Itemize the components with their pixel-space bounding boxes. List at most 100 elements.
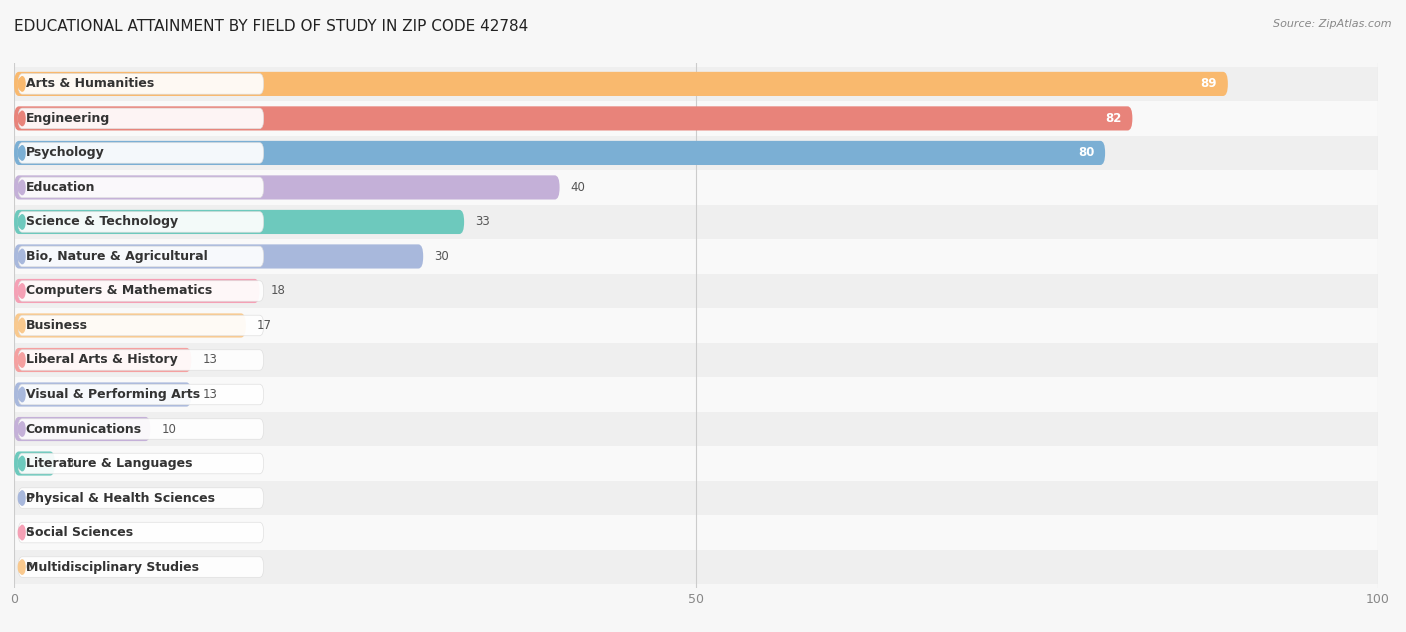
Bar bbox=[14, 136, 1378, 170]
FancyBboxPatch shape bbox=[18, 349, 264, 370]
Text: Education: Education bbox=[25, 181, 96, 194]
Bar bbox=[14, 170, 1378, 205]
FancyBboxPatch shape bbox=[14, 417, 150, 441]
Circle shape bbox=[18, 389, 22, 400]
Text: Source: ZipAtlas.com: Source: ZipAtlas.com bbox=[1274, 19, 1392, 29]
FancyBboxPatch shape bbox=[14, 279, 260, 303]
FancyBboxPatch shape bbox=[14, 348, 191, 372]
Circle shape bbox=[18, 112, 22, 124]
Text: 80: 80 bbox=[1078, 147, 1094, 159]
FancyBboxPatch shape bbox=[14, 382, 191, 406]
Text: 0: 0 bbox=[25, 561, 32, 574]
Text: EDUCATIONAL ATTAINMENT BY FIELD OF STUDY IN ZIP CODE 42784: EDUCATIONAL ATTAINMENT BY FIELD OF STUDY… bbox=[14, 19, 529, 34]
Bar bbox=[14, 239, 1378, 274]
Circle shape bbox=[20, 249, 25, 264]
Bar bbox=[14, 412, 1378, 446]
Circle shape bbox=[18, 285, 22, 296]
Circle shape bbox=[20, 76, 25, 91]
FancyBboxPatch shape bbox=[18, 453, 264, 474]
Circle shape bbox=[18, 147, 22, 159]
Text: Psychology: Psychology bbox=[25, 147, 104, 159]
Text: 89: 89 bbox=[1201, 77, 1218, 90]
Bar bbox=[14, 308, 1378, 343]
Circle shape bbox=[20, 353, 25, 367]
FancyBboxPatch shape bbox=[18, 281, 264, 301]
FancyBboxPatch shape bbox=[18, 143, 264, 163]
Text: Computers & Mathematics: Computers & Mathematics bbox=[25, 284, 212, 298]
FancyBboxPatch shape bbox=[14, 210, 464, 234]
Circle shape bbox=[20, 491, 25, 505]
Circle shape bbox=[18, 355, 22, 366]
Bar bbox=[14, 274, 1378, 308]
FancyBboxPatch shape bbox=[18, 177, 264, 198]
FancyBboxPatch shape bbox=[18, 212, 264, 232]
Text: 33: 33 bbox=[475, 216, 489, 228]
Text: 13: 13 bbox=[202, 353, 217, 367]
FancyBboxPatch shape bbox=[18, 74, 264, 94]
FancyBboxPatch shape bbox=[14, 175, 560, 200]
FancyBboxPatch shape bbox=[14, 141, 1105, 165]
Bar bbox=[14, 481, 1378, 515]
Circle shape bbox=[18, 492, 22, 504]
Circle shape bbox=[20, 111, 25, 126]
Text: 17: 17 bbox=[257, 319, 271, 332]
Circle shape bbox=[20, 215, 25, 229]
Text: 82: 82 bbox=[1105, 112, 1122, 125]
FancyBboxPatch shape bbox=[18, 315, 264, 336]
Circle shape bbox=[20, 456, 25, 471]
Text: Physical & Health Sciences: Physical & Health Sciences bbox=[25, 492, 215, 504]
FancyBboxPatch shape bbox=[18, 108, 264, 129]
Circle shape bbox=[18, 423, 22, 435]
Circle shape bbox=[20, 284, 25, 298]
Bar bbox=[14, 343, 1378, 377]
Circle shape bbox=[20, 146, 25, 160]
Circle shape bbox=[20, 525, 25, 540]
Text: Bio, Nature & Agricultural: Bio, Nature & Agricultural bbox=[25, 250, 208, 263]
FancyBboxPatch shape bbox=[18, 522, 264, 543]
Circle shape bbox=[18, 458, 22, 469]
FancyBboxPatch shape bbox=[14, 72, 1227, 96]
Circle shape bbox=[18, 561, 22, 573]
Text: Literature & Languages: Literature & Languages bbox=[25, 457, 193, 470]
Text: Business: Business bbox=[25, 319, 87, 332]
Circle shape bbox=[18, 527, 22, 538]
Text: Science & Technology: Science & Technology bbox=[25, 216, 179, 228]
FancyBboxPatch shape bbox=[18, 246, 264, 267]
FancyBboxPatch shape bbox=[14, 451, 55, 476]
Text: 13: 13 bbox=[202, 388, 217, 401]
Text: 3: 3 bbox=[66, 457, 73, 470]
Bar bbox=[14, 205, 1378, 239]
Circle shape bbox=[18, 320, 22, 331]
Text: Communications: Communications bbox=[25, 423, 142, 435]
Text: Engineering: Engineering bbox=[25, 112, 110, 125]
Text: 10: 10 bbox=[162, 423, 176, 435]
FancyBboxPatch shape bbox=[18, 384, 264, 404]
Circle shape bbox=[20, 560, 25, 574]
Bar bbox=[14, 550, 1378, 585]
Text: Visual & Performing Arts: Visual & Performing Arts bbox=[25, 388, 200, 401]
Text: Social Sciences: Social Sciences bbox=[25, 526, 134, 539]
Text: Multidisciplinary Studies: Multidisciplinary Studies bbox=[25, 561, 198, 574]
FancyBboxPatch shape bbox=[14, 106, 1132, 130]
Circle shape bbox=[18, 78, 22, 90]
Circle shape bbox=[18, 182, 22, 193]
FancyBboxPatch shape bbox=[14, 245, 423, 269]
Text: 0: 0 bbox=[25, 526, 32, 539]
Circle shape bbox=[18, 251, 22, 262]
Bar bbox=[14, 515, 1378, 550]
FancyBboxPatch shape bbox=[18, 488, 264, 508]
Circle shape bbox=[20, 422, 25, 436]
Circle shape bbox=[18, 216, 22, 228]
Circle shape bbox=[20, 180, 25, 195]
Bar bbox=[14, 101, 1378, 136]
Bar bbox=[14, 66, 1378, 101]
Text: 30: 30 bbox=[434, 250, 449, 263]
Text: 18: 18 bbox=[270, 284, 285, 298]
Text: 0: 0 bbox=[25, 492, 32, 504]
Text: Liberal Arts & History: Liberal Arts & History bbox=[25, 353, 177, 367]
Text: Arts & Humanities: Arts & Humanities bbox=[25, 77, 155, 90]
Circle shape bbox=[20, 387, 25, 402]
FancyBboxPatch shape bbox=[18, 419, 264, 439]
FancyBboxPatch shape bbox=[14, 313, 246, 337]
FancyBboxPatch shape bbox=[18, 557, 264, 577]
